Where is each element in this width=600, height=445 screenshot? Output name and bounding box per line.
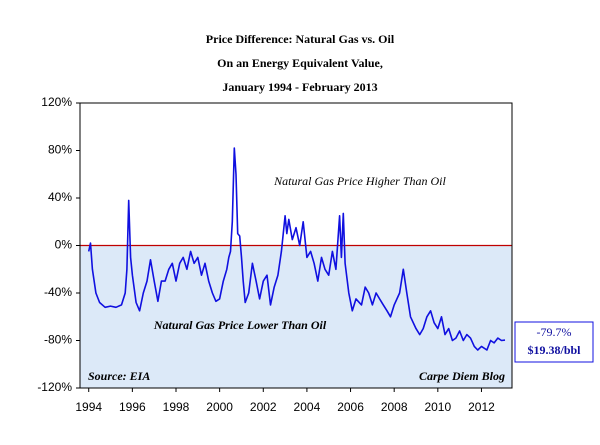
- x-tick-label: 2006: [337, 400, 364, 414]
- y-tick-label: 0%: [55, 238, 73, 252]
- x-tick-label: 2002: [250, 400, 277, 414]
- y-tick-label: 80%: [48, 143, 72, 157]
- x-tick-label: 2012: [468, 400, 495, 414]
- x-tick-label: 1998: [163, 400, 190, 414]
- end-label-box: [514, 321, 594, 363]
- source: Source: EIA: [88, 369, 150, 383]
- chart-title: January 1994 - February 2013: [222, 80, 377, 94]
- chart-title: Price Difference: Natural Gas vs. Oil: [206, 32, 395, 46]
- x-tick-label: 2010: [424, 400, 451, 414]
- chart-title: On an Energy Equivalent Value,: [217, 56, 383, 70]
- annotation: Natural Gas Price Higher Than Oil: [273, 174, 446, 188]
- credit: Carpe Diem Blog: [419, 369, 505, 383]
- end-label: -79.7%: [537, 325, 572, 339]
- y-tick-label: -120%: [37, 380, 72, 394]
- y-tick-label: 40%: [48, 190, 72, 204]
- x-tick-label: 1994: [75, 400, 102, 414]
- data-line: [87, 147, 506, 351]
- x-tick-label: 1996: [119, 400, 146, 414]
- y-tick-label: 120%: [41, 95, 72, 109]
- end-label: $19.38/bbl: [527, 343, 581, 357]
- x-tick-label: 2000: [206, 400, 233, 414]
- plot-frame: [79, 102, 513, 389]
- x-tick-label: 2008: [381, 400, 408, 414]
- x-tick-label: 2004: [294, 400, 321, 414]
- negative-region: [80, 245, 512, 388]
- y-tick-label: -40%: [44, 285, 72, 299]
- annotation: Natural Gas Price Lower Than Oil: [153, 318, 327, 332]
- y-tick-label: -80%: [44, 333, 72, 347]
